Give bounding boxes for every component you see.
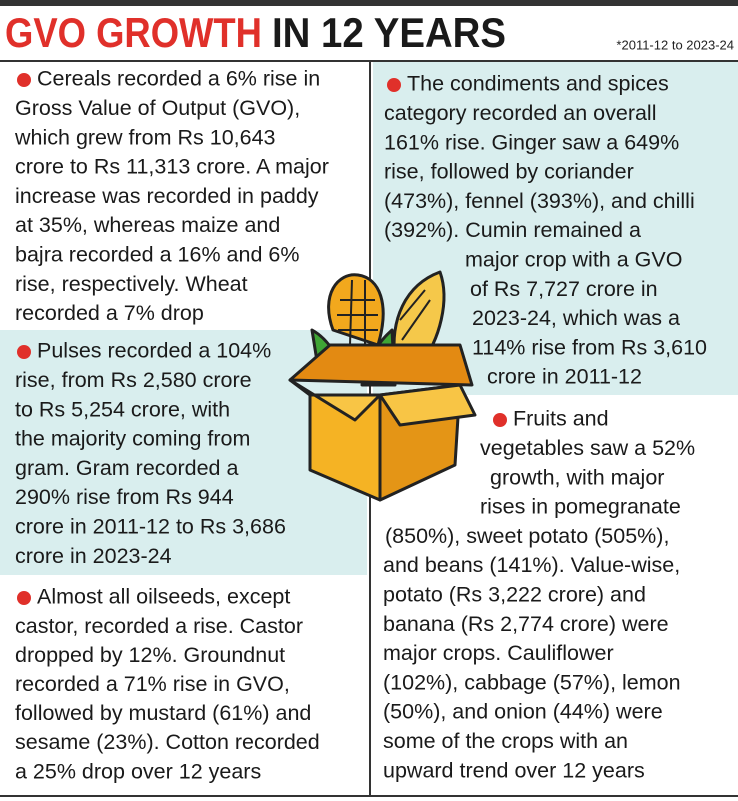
body-line: crore to Rs 11,313 crore. A major [15, 155, 329, 179]
body-line: growth, with major [490, 465, 664, 489]
body-line: castor, recorded a rise. Castor [15, 614, 303, 638]
body-line: and beans (141%). Value-wise, [383, 553, 680, 577]
body-line: a 25% drop over 12 years [15, 759, 261, 783]
body-line: recorded a 71% rise in GVO, [15, 672, 290, 696]
body-line: major crops. Cauliflower [383, 641, 614, 665]
body-line: (102%), cabbage (57%), lemon [383, 670, 681, 694]
title-black: IN 12 YEARS [272, 9, 506, 56]
body-line: bajra recorded a 16% and 6% [15, 242, 299, 266]
body-line: (392%). Cumin remained a [384, 218, 641, 242]
bullet [387, 78, 401, 92]
body-line: crore in 2011-12 to Rs 3,686 [15, 514, 286, 538]
body-line: The condiments and spices [407, 72, 669, 96]
body-line: the majority coming from [15, 427, 250, 451]
illustration [288, 270, 477, 502]
note: *2011-12 to 2023-24 [616, 37, 734, 52]
body-line: Cereals recorded a 6% rise in [37, 67, 320, 91]
body-line: rise, respectively. Wheat [15, 272, 248, 296]
body-line: (850%), sweet potato (505%), [385, 524, 669, 548]
body-line: category recorded an overall [384, 101, 657, 125]
body-line: of Rs 7,727 crore in [470, 277, 658, 301]
body-line: rises in pomegranate [480, 495, 681, 519]
body-line: recorded a 7% drop [15, 301, 204, 325]
body-line: vegetables saw a 52% [480, 436, 695, 460]
body-line: (473%), fennel (393%), and chilli [384, 189, 695, 213]
body-line: major crop with a GVO [465, 247, 682, 271]
body-line: (50%), and onion (44%) were [383, 700, 663, 724]
bullet [17, 345, 31, 359]
body-line: rise, followed by coriander [384, 160, 634, 184]
body-line: which grew from Rs 10,643 [14, 125, 276, 149]
body-line: 2023-24, which was a [472, 306, 680, 330]
body-line: sesame (23%). Cotton recorded [15, 730, 320, 754]
body-line: 114% rise from Rs 3,610 [472, 335, 707, 359]
body-line: banana (Rs 2,774 crore) were [383, 612, 669, 636]
body-line: rise, from Rs 2,580 crore [15, 368, 252, 392]
body-line: increase was recorded in paddy [15, 184, 319, 208]
body-line: at 35%, whereas maize and [15, 213, 280, 237]
bullet [493, 413, 507, 427]
body-line: to Rs 5,254 crore, with [15, 397, 230, 421]
body-line: followed by mustard (61%) and [15, 701, 311, 725]
body-line: 161% rise. Ginger saw a 649% [384, 130, 679, 154]
body-line: crore in 2023-24 [15, 544, 172, 568]
body-line: Gross Value of Output (GVO), [15, 96, 300, 120]
bullet [17, 73, 31, 87]
body-line: Pulses recorded a 104% [37, 339, 271, 363]
top-bar [0, 0, 738, 6]
bullet [17, 591, 31, 605]
body-line: crore in 2011-12 [487, 365, 642, 389]
body-line: Fruits and [513, 407, 609, 431]
body-line: some of the crops with an [383, 729, 628, 753]
title-red: GVO GROWTH [5, 9, 262, 56]
body-line: potato (Rs 3,222 crore) and [383, 582, 646, 606]
body-line: gram. Gram recorded a [15, 456, 238, 480]
body-line: upward trend over 12 years [383, 758, 645, 782]
body-line: 290% rise from Rs 944 [15, 485, 234, 509]
body-line: dropped by 12%. Groundnut [15, 643, 285, 667]
body-line: Almost all oilseeds, except [37, 585, 290, 609]
